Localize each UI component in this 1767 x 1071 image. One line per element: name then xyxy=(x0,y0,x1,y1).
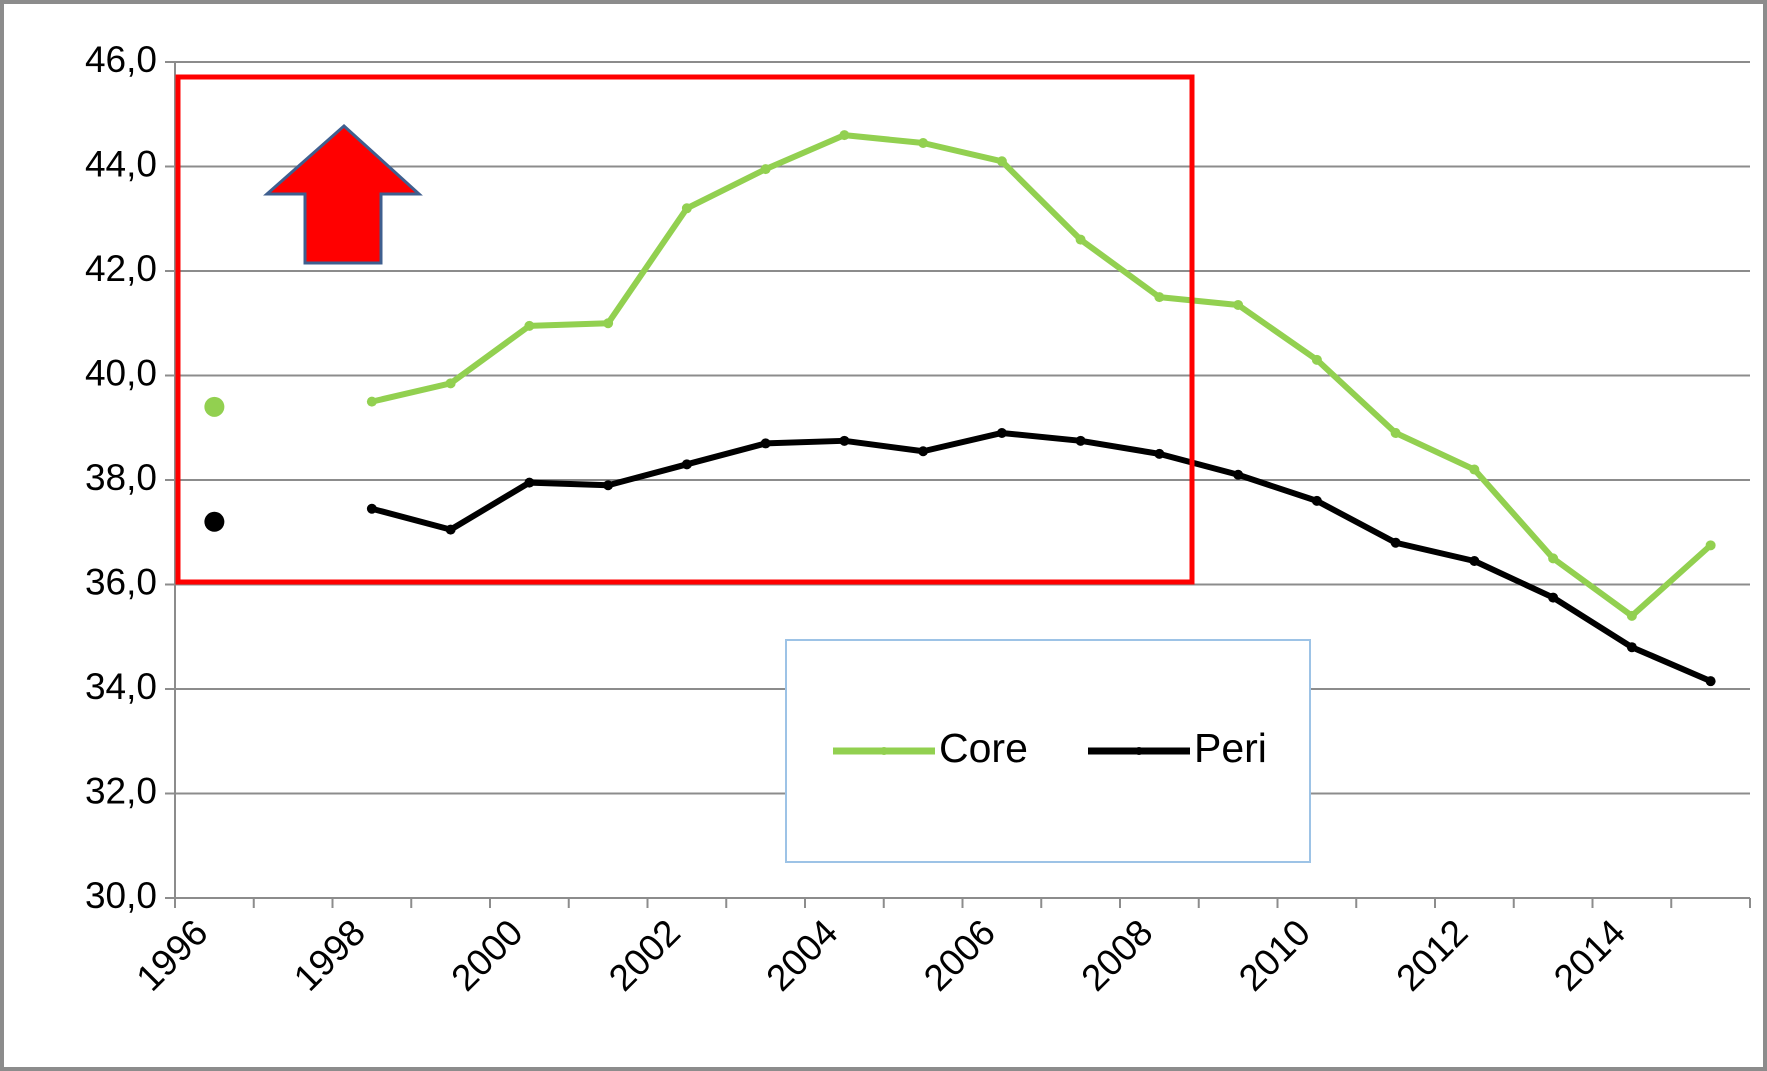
y-tick-label: 42,0 xyxy=(85,248,157,289)
plot xyxy=(204,130,1716,687)
y-tick-label: 46,0 xyxy=(85,39,157,80)
data-point xyxy=(1390,427,1401,438)
data-point xyxy=(1233,299,1244,310)
data-point xyxy=(1311,495,1322,506)
legend-marker xyxy=(880,747,888,755)
data-point xyxy=(524,320,535,331)
data-point xyxy=(1075,234,1086,245)
data-point xyxy=(1548,553,1559,564)
data-point xyxy=(1233,469,1244,480)
data-point xyxy=(839,435,850,446)
data-point xyxy=(1390,537,1401,548)
data-point xyxy=(1626,610,1637,621)
legend-label: Peri xyxy=(1194,725,1267,771)
data-point xyxy=(1154,448,1165,459)
y-tick-label: 30,0 xyxy=(85,875,157,916)
y-tick-label: 32,0 xyxy=(85,770,157,811)
highlight-box xyxy=(175,74,1195,585)
series-line xyxy=(371,132,1713,619)
data-point xyxy=(681,459,692,470)
data-point xyxy=(204,396,225,417)
y-tick-label: 38,0 xyxy=(85,457,157,498)
series-line xyxy=(371,429,1712,684)
y-tick-label: 34,0 xyxy=(85,666,157,707)
data-point xyxy=(366,396,377,407)
data-point xyxy=(1548,592,1559,603)
data-point xyxy=(204,511,225,532)
data-point xyxy=(1626,642,1637,653)
y-tick-label: 36,0 xyxy=(85,561,157,602)
data-point xyxy=(760,438,771,449)
data-point xyxy=(1311,354,1322,365)
data-point xyxy=(1705,676,1716,687)
data-point xyxy=(996,156,1007,167)
legend-marker xyxy=(1135,747,1143,755)
data-point xyxy=(760,164,771,175)
data-point xyxy=(445,524,456,535)
data-point xyxy=(839,130,850,141)
data-point xyxy=(603,318,614,329)
data-point xyxy=(1075,435,1086,446)
data-point xyxy=(524,477,535,488)
data-point xyxy=(1705,540,1716,551)
data-point xyxy=(918,137,929,148)
legend-label: Core xyxy=(939,725,1028,771)
data-point xyxy=(918,446,929,457)
up-arrow xyxy=(263,123,423,265)
y-tick-label: 40,0 xyxy=(85,352,157,393)
data-point xyxy=(1469,464,1480,475)
data-point xyxy=(366,503,377,514)
data-point xyxy=(603,480,614,491)
data-point xyxy=(996,427,1007,438)
data-point xyxy=(1154,292,1165,303)
data-point xyxy=(681,203,692,214)
legend: Core Peri xyxy=(785,639,1311,863)
data-point xyxy=(1469,555,1480,566)
data-point xyxy=(445,378,456,389)
y-tick-label: 44,0 xyxy=(85,143,157,184)
